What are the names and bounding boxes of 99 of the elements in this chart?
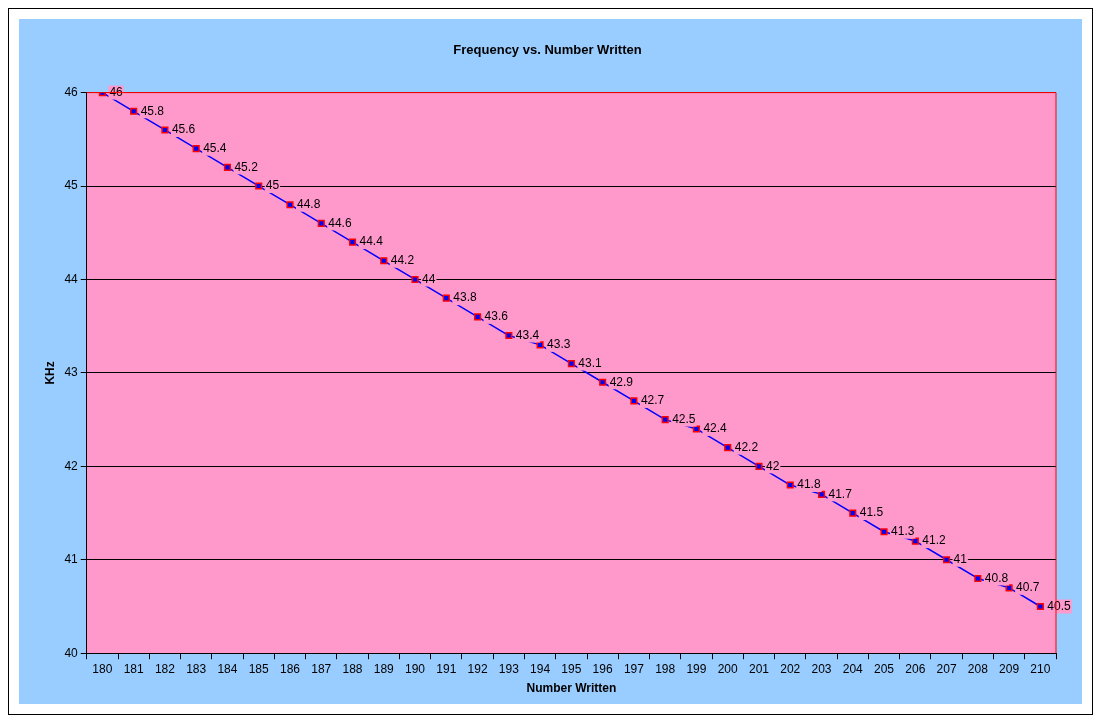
y-tick-label: 42 (64, 458, 79, 473)
x-tick-label: 181 (123, 661, 144, 676)
data-label: 44.6 (328, 215, 352, 230)
x-tick-label: 190 (405, 661, 426, 676)
point (411, 275, 419, 284)
x-tick-label: 193 (498, 661, 520, 676)
point (130, 107, 138, 115)
data-label: 42.4 (703, 421, 728, 436)
point (442, 294, 450, 302)
point (223, 163, 232, 171)
data-label: 41.5 (859, 505, 884, 520)
data-label: 43.6 (484, 309, 509, 324)
point (348, 238, 357, 246)
x-tick-label: 191 (436, 661, 457, 676)
data-label: 42.2 (734, 439, 759, 454)
data-label: 45.8 (140, 103, 165, 118)
data-label: 43.3 (547, 337, 571, 352)
data-label: 41 (953, 552, 968, 567)
y-tick-label: 46 (64, 84, 79, 99)
x-tick-label: 205 (874, 661, 895, 676)
x-tick-label: 184 (217, 661, 238, 676)
point (724, 444, 732, 452)
x-tick-label: 186 (279, 661, 301, 676)
point (161, 126, 169, 134)
point (1005, 584, 1013, 592)
x-tick-label: 201 (748, 661, 770, 676)
y-tick-label: 43 (64, 365, 79, 380)
data-label: 41.8 (797, 477, 821, 492)
point (880, 528, 888, 536)
chart-title: Frequency vs. Number Written (453, 42, 642, 58)
data-label: 45.4 (203, 140, 227, 155)
x-axis-title: Number Written (526, 681, 617, 696)
point (849, 509, 857, 517)
data-label: 41.2 (922, 533, 946, 548)
x-tick-label: 192 (467, 661, 488, 676)
x-tick-label: 196 (592, 661, 613, 676)
data-label: 44.4 (359, 234, 384, 249)
y-tick-label: 40 (64, 645, 79, 660)
x-tick-label: 197 (623, 661, 645, 676)
point (286, 201, 294, 209)
point (474, 313, 482, 321)
point (817, 490, 826, 498)
point (1036, 602, 1044, 611)
point (599, 378, 607, 386)
x-tick-label: 194 (530, 661, 551, 676)
y-tick-label: 45 (64, 178, 79, 193)
y-tick-label: 44 (64, 271, 79, 286)
point (192, 145, 200, 153)
point (974, 574, 982, 583)
data-label: 45.2 (234, 159, 259, 174)
data-label: 43.8 (453, 290, 477, 305)
x-tick-label: 210 (1030, 661, 1051, 676)
point (661, 416, 669, 424)
data-label: 40.8 (984, 570, 1009, 585)
data-label: 44.8 (296, 197, 321, 212)
point (755, 462, 763, 470)
x-tick-label: 208 (967, 661, 989, 676)
data-label: 43.4 (515, 327, 540, 342)
x-tick-label: 195 (561, 661, 582, 676)
x-tick-label: 182 (154, 661, 176, 676)
data-label: 45.6 (171, 122, 196, 137)
x-tick-label: 209 (999, 661, 1020, 676)
data-label: 43.1 (578, 355, 603, 370)
data-label: 44.2 (390, 253, 415, 268)
x-tick-label: 203 (811, 661, 832, 676)
point (786, 481, 794, 489)
point (630, 397, 638, 405)
x-tick-label: 189 (373, 661, 395, 676)
data-label: 40.7 (1016, 580, 1040, 595)
x-tick-label: 207 (936, 661, 957, 676)
point (505, 331, 513, 340)
x-tick-label: 185 (248, 661, 270, 676)
point (255, 182, 263, 190)
data-label: 40.5 (1047, 598, 1072, 613)
x-tick-label: 198 (655, 661, 676, 676)
data-label: 42 (765, 458, 780, 473)
data-label: 41.7 (828, 486, 853, 501)
x-tick-label: 199 (686, 661, 707, 676)
x-tick-label: 188 (342, 661, 363, 676)
x-tick-label: 180 (92, 661, 113, 676)
y-axis-title: KHz (42, 361, 57, 385)
data-label: 45 (265, 178, 280, 193)
x-tick-label: 202 (780, 661, 801, 676)
x-tick-label: 183 (186, 661, 207, 676)
x-tick-label: 204 (842, 661, 864, 676)
point (942, 556, 951, 564)
point (911, 537, 919, 545)
point (567, 359, 575, 368)
data-label: 42.5 (672, 411, 696, 426)
point (317, 219, 325, 227)
y-tick-label: 41 (64, 552, 79, 567)
x-tick-label: 206 (905, 661, 926, 676)
data-label: 42.9 (609, 374, 634, 389)
x-tick-label: 187 (311, 661, 332, 676)
x-tick-label: 200 (717, 661, 739, 676)
point (380, 257, 388, 265)
data-label: 44 (422, 271, 436, 286)
data-label: 41.3 (891, 524, 915, 539)
data-label: 42.7 (640, 393, 665, 408)
